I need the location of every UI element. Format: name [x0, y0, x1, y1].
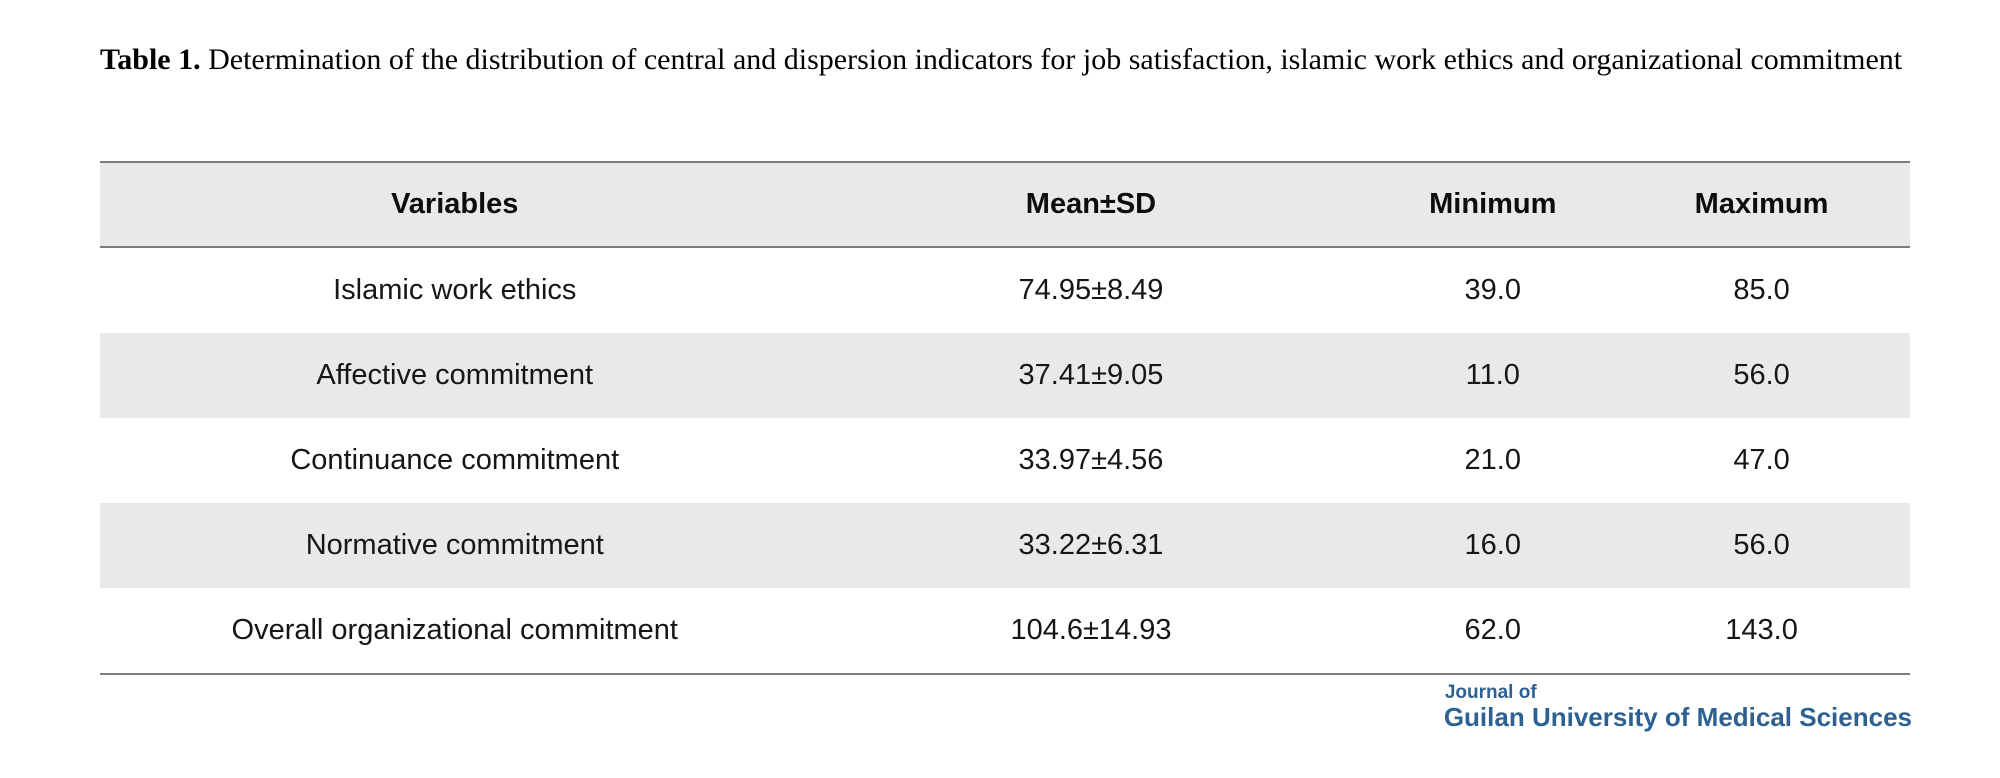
cell-minimum: 21.0 [1464, 444, 1521, 476]
table-header-row: Variables Mean±SD Minimum Maximum [100, 163, 1910, 248]
cell-variable: Islamic work ethics [333, 274, 577, 306]
table-caption-text: Determination of the distribution of cen… [208, 43, 1903, 76]
table-caption-label: Table 1. [100, 43, 201, 76]
cell-maximum: 56.0 [1733, 529, 1790, 561]
cell-maximum: 56.0 [1733, 359, 1790, 391]
cell-minimum: 11.0 [1465, 359, 1520, 391]
cell-variable: Overall organizational commitment [231, 614, 678, 646]
column-header-maximum: Maximum [1694, 188, 1829, 220]
cell-minimum: 62.0 [1464, 614, 1521, 646]
column-header-variables: Variables [391, 188, 519, 220]
cell-minimum: 16.0 [1464, 529, 1521, 561]
journal-logo-line2: Guilan University of Medical Sciences [1443, 702, 1912, 732]
cell-variable: Continuance commitment [290, 444, 620, 476]
cell-mean-sd: 37.41±9.05 [1018, 359, 1164, 391]
cell-variable: Normative commitment [305, 529, 604, 561]
column-header-mean-sd: Mean±SD [1025, 188, 1157, 220]
cell-mean-sd: 33.97±4.56 [1018, 444, 1164, 476]
cell-minimum: 39.0 [1464, 274, 1521, 306]
cell-variable: Affective commitment [316, 359, 594, 391]
table-row: Normative commitment 33.22±6.31 16.0 56.… [100, 503, 1910, 588]
statistics-table: Variables Mean±SD Minimum Maximum Islami… [100, 161, 1910, 675]
table-row: Continuance commitment 33.97±4.56 21.0 4… [100, 418, 1910, 503]
cell-mean-sd: 74.95±8.49 [1018, 274, 1164, 306]
journal-logo: Journal of Guilan University of Medical … [1444, 683, 1912, 730]
cell-maximum: 85.0 [1733, 274, 1790, 306]
table-row: Affective commitment 37.41±9.05 11.0 56.… [100, 333, 1910, 418]
journal-logo-line1: Journal of [1444, 682, 1537, 703]
table-row: Islamic work ethics 74.95±8.49 39.0 85.0 [100, 248, 1910, 333]
cell-mean-sd: 104.6±14.93 [1010, 614, 1172, 646]
column-header-minimum: Minimum [1429, 188, 1557, 220]
table-row: Overall organizational commitment 104.6±… [100, 588, 1910, 673]
cell-maximum: 143.0 [1725, 614, 1798, 646]
cell-maximum: 47.0 [1733, 444, 1790, 476]
table-caption: Table 1. Determination of the distributi… [100, 38, 1918, 82]
cell-mean-sd: 33.22±6.31 [1018, 529, 1164, 561]
